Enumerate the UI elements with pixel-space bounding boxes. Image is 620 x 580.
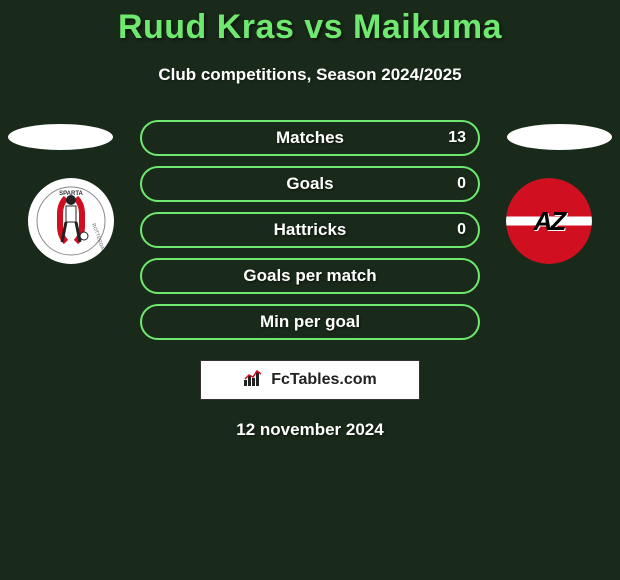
subtitle: Club competitions, Season 2024/2025 — [0, 65, 620, 85]
date-label: 12 november 2024 — [0, 420, 620, 440]
stat-row: Matches 13 — [140, 120, 480, 156]
stat-right-value: 0 — [457, 175, 466, 193]
club-badge-right: AZ — [506, 178, 592, 264]
stat-right-value: 13 — [448, 129, 466, 147]
club-badge-left: ROTTERDAM SPARTA — [28, 178, 114, 264]
page-title: Ruud Kras vs Maikuma — [0, 0, 620, 47]
stat-row: Min per goal — [140, 304, 480, 340]
stat-label: Goals — [286, 174, 333, 194]
stat-row: Hattricks 0 — [140, 212, 480, 248]
stat-label: Goals per match — [243, 266, 376, 286]
stat-label: Min per goal — [260, 312, 360, 332]
stat-row: Goals per match — [140, 258, 480, 294]
player-placeholder-left — [8, 124, 113, 150]
player-placeholder-right — [507, 124, 612, 150]
chart-icon — [243, 369, 265, 392]
stat-row: Goals 0 — [140, 166, 480, 202]
stat-label: Matches — [276, 128, 344, 148]
az-badge-text: AZ — [534, 206, 565, 237]
az-icon: AZ — [506, 178, 592, 264]
stats-container: Matches 13 Goals 0 Hattricks 0 Goals per… — [140, 120, 480, 350]
brand-label: FcTables.com — [271, 371, 377, 389]
stat-label: Hattricks — [274, 220, 347, 240]
stat-right-value: 0 — [457, 221, 466, 239]
brand-box[interactable]: FcTables.com — [200, 360, 420, 400]
sparta-icon: ROTTERDAM SPARTA — [36, 186, 106, 256]
svg-text:SPARTA: SPARTA — [59, 191, 83, 197]
